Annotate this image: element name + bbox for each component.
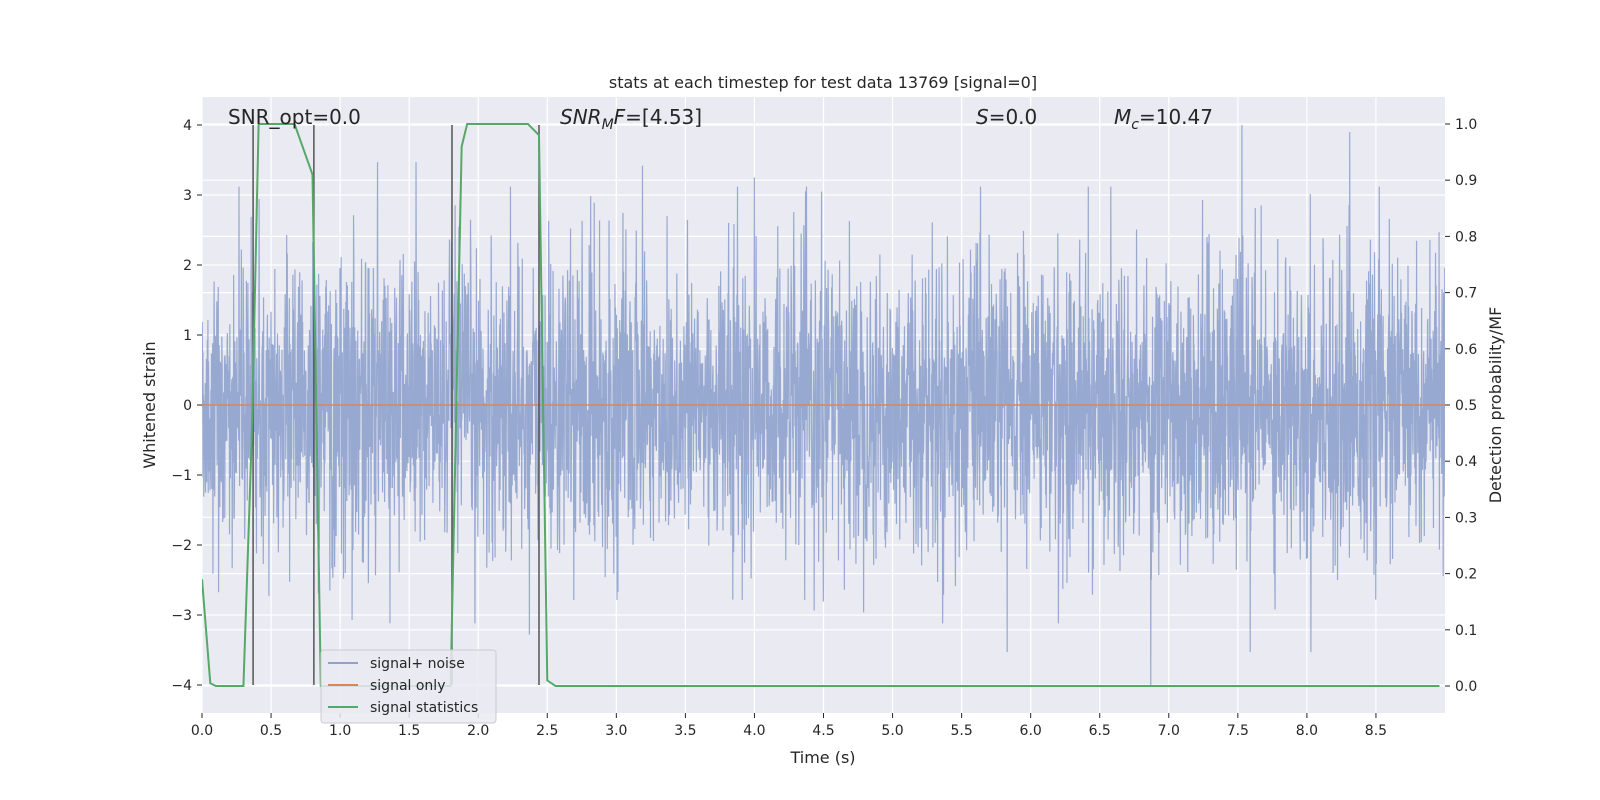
- chart-title: stats at each timestep for test data 137…: [609, 73, 1037, 92]
- y-tick-label: −1: [171, 468, 192, 484]
- legend-label-signal-noise: signal+ noise: [370, 656, 465, 672]
- y2-tick-label: 0.9: [1455, 173, 1477, 189]
- y2-tick-label: 1.0: [1455, 117, 1477, 133]
- y2-axis-ticks: 0.0 0.1 0.2 0.3 0.4 0.5 0.6 0.7 0.8 0.9 1.0: [1445, 117, 1477, 695]
- y2-tick-label: 0.0: [1455, 679, 1477, 695]
- x-tick-label: 3.5: [674, 723, 696, 739]
- x-tick-label: 5.0: [881, 723, 903, 739]
- y2-tick-label: 0.1: [1455, 623, 1477, 639]
- series-signal-noise: [202, 124, 1445, 686]
- y-tick-label: 4: [183, 118, 192, 134]
- signal-noise-line: [202, 124, 1445, 686]
- x-tick-label: 1.0: [329, 723, 351, 739]
- y-tick-label: 0: [183, 398, 192, 414]
- series-signal-statistics: [202, 122, 1440, 688]
- x-tick-label: 4.0: [743, 723, 765, 739]
- y2-axis-label: Detection probability/MF: [1486, 307, 1505, 504]
- x-tick-label: 7.0: [1158, 723, 1180, 739]
- x-tick-label: 5.5: [950, 723, 972, 739]
- y-tick-label: −4: [171, 678, 192, 694]
- y-axis-label: Whitened strain: [140, 341, 159, 468]
- x-tick-label: 4.5: [812, 723, 834, 739]
- y2-tick-label: 0.8: [1455, 229, 1477, 245]
- y-tick-label: 3: [183, 188, 192, 204]
- annotation-s: S=0.0: [976, 105, 1037, 129]
- x-tick-label: 3.0: [605, 723, 627, 739]
- x-tick-label: 2.5: [536, 723, 558, 739]
- legend-label-signal-statistics: signal statistics: [370, 700, 478, 716]
- y2-tick-label: 0.4: [1455, 454, 1477, 470]
- y-tick-label: −3: [171, 608, 192, 624]
- annotation-snr-opt: SNR_opt=0.0: [228, 105, 361, 129]
- x-tick-label: 6.5: [1089, 723, 1111, 739]
- legend-label-signal-only: signal only: [370, 678, 445, 694]
- x-axis-ticks: 0.0 0.5 1.0 1.5 2.0 2.5 3.0 3.5 4.0 4.5 5.0 5.5 6.0 6…: [191, 713, 1387, 739]
- legend: signal+ noise signal only signal statist…: [320, 649, 497, 724]
- signal-statistics-line: [202, 122, 1440, 688]
- y-tick-label: 2: [183, 258, 192, 274]
- x-tick-label: 0.5: [260, 723, 282, 739]
- y-tick-label: −2: [171, 538, 192, 554]
- x-tick-label: 1.5: [398, 723, 420, 739]
- x-tick-label: 8.5: [1365, 723, 1387, 739]
- y2-tick-label: 0.6: [1455, 342, 1477, 358]
- y2-tick-label: 0.3: [1455, 510, 1477, 526]
- x-tick-label: 8.0: [1296, 723, 1318, 739]
- x-tick-label: 0.0: [191, 723, 213, 739]
- y-axis-ticks: −4 −3 −2 −1 0 1 2 3 4: [171, 118, 202, 694]
- y-tick-label: 1: [183, 328, 192, 344]
- legend-box: [320, 649, 497, 724]
- x-tick-label: 6.0: [1020, 723, 1042, 739]
- y2-tick-label: 0.5: [1455, 398, 1477, 414]
- x-axis-label: Time (s): [789, 748, 855, 767]
- x-tick-label: 7.5: [1227, 723, 1249, 739]
- y2-tick-label: 0.2: [1455, 567, 1477, 583]
- y2-tick-label: 0.7: [1455, 286, 1477, 302]
- x-tick-label: 2.0: [467, 723, 489, 739]
- annotation-snr-mf: SNRMF=[4.53]: [560, 105, 702, 133]
- annotation-mc: Mc=10.47: [1114, 105, 1213, 133]
